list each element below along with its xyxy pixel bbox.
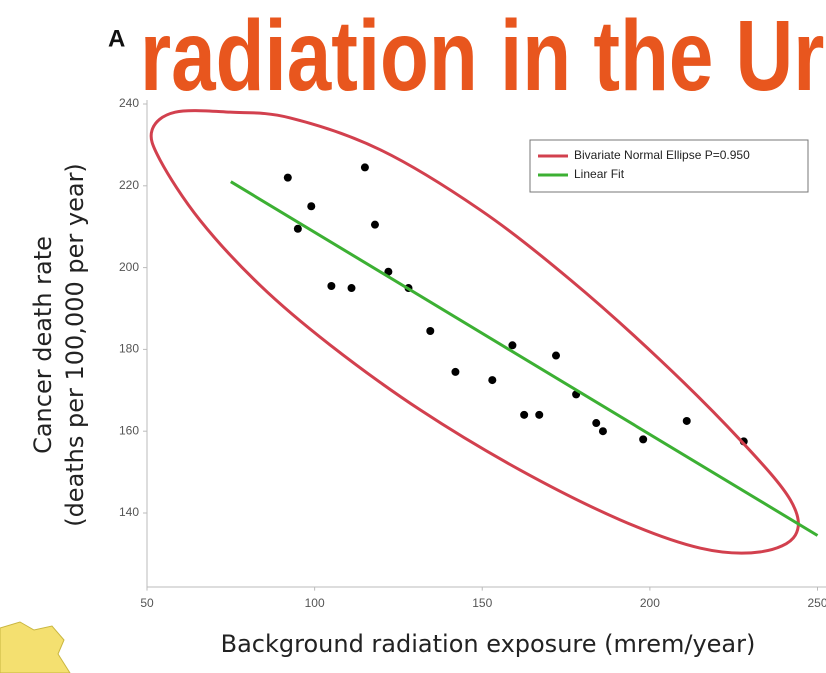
data-point [552, 351, 561, 360]
x-tick-label: 200 [640, 596, 660, 610]
data-point [535, 410, 544, 419]
data-point [592, 419, 601, 428]
data-point [451, 367, 460, 376]
data-point [370, 220, 379, 229]
y-axis-label: Cancer death rate [29, 236, 57, 454]
title-prefix: A [108, 25, 125, 52]
data-point [426, 326, 435, 335]
data-point [347, 284, 356, 293]
plot-area [149, 109, 819, 555]
y-tick-label: 240 [119, 96, 139, 110]
legend-label: Bivariate Normal Ellipse P=0.950 [574, 148, 750, 162]
x-tick-label: 100 [305, 596, 325, 610]
data-point [360, 163, 369, 172]
x-tick-label: 150 [472, 596, 492, 610]
legend-label: Linear Fit [574, 167, 625, 181]
y-axis-label: (deaths per 100,000 per year) [61, 163, 89, 527]
data-point [384, 267, 393, 276]
data-point [682, 416, 691, 425]
data-point [307, 202, 316, 211]
fit-line [230, 180, 819, 537]
data-point [488, 376, 497, 385]
data-point [327, 282, 336, 291]
data-point [293, 224, 302, 233]
chart-title: radiation in the Ur [140, 1, 824, 113]
y-tick-label: 220 [119, 178, 139, 192]
x-axis-label: Background radiation exposure (mrem/year… [221, 630, 756, 658]
data-point [598, 427, 607, 436]
data-point [639, 435, 648, 444]
data-point [520, 410, 529, 419]
data-point [508, 341, 517, 350]
map-fragment [0, 621, 71, 673]
y-tick-label: 200 [119, 260, 139, 274]
y-tick-label: 160 [119, 423, 139, 437]
ellipse [149, 109, 800, 555]
y-tick-label: 180 [119, 342, 139, 356]
x-tick-label: 250 [807, 596, 826, 610]
data-point [283, 173, 292, 182]
legend-box [529, 139, 809, 193]
x-tick-label: 50 [140, 596, 154, 610]
y-tick-label: 140 [119, 505, 139, 519]
